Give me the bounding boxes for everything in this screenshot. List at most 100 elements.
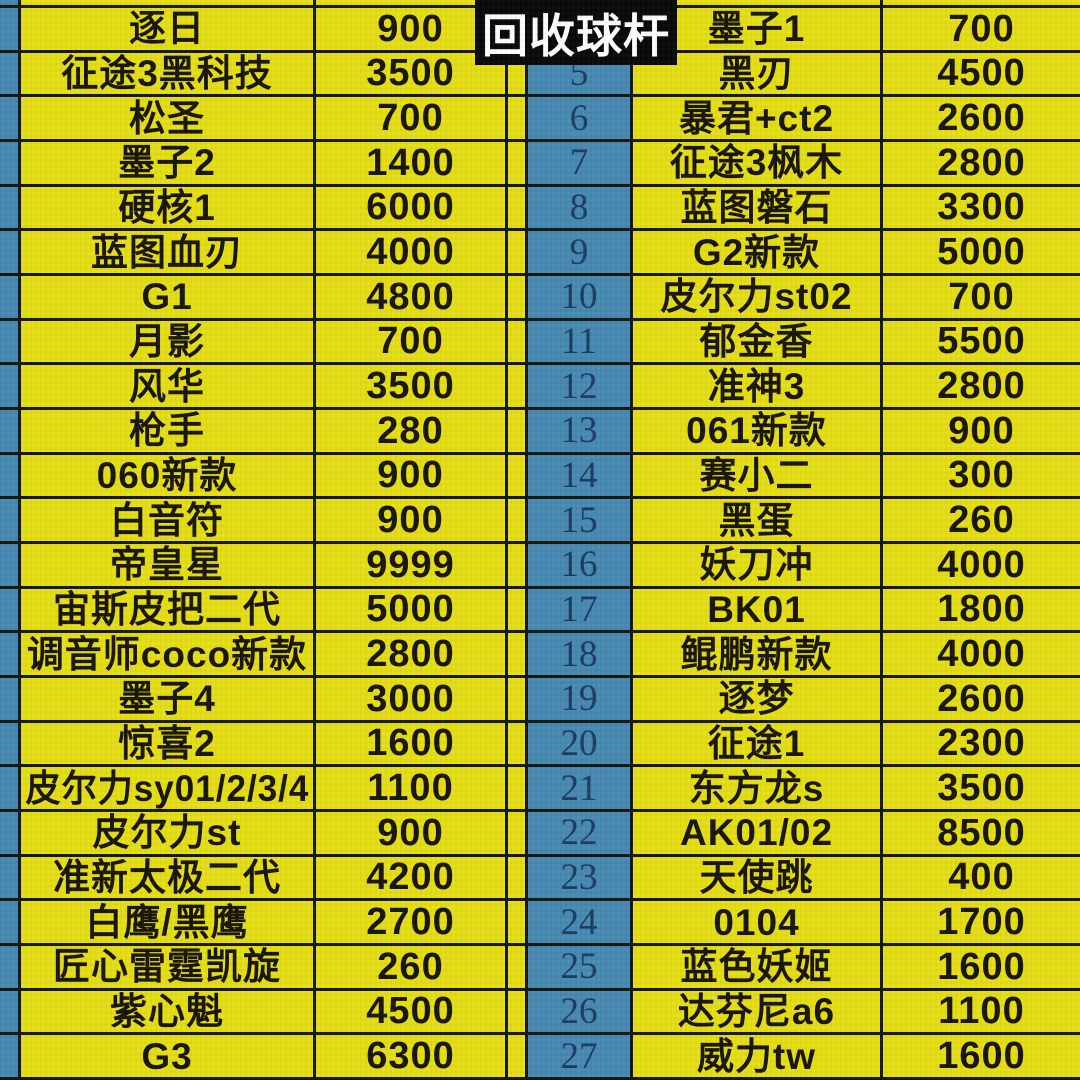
item-price-cell-right: 2800 bbox=[880, 142, 1080, 187]
item-name-cell-right: 蓝色妖姬 bbox=[630, 946, 880, 991]
item-price-cell-left: 700 bbox=[313, 320, 505, 366]
item-name-cell-right: AK01/02 bbox=[630, 812, 880, 857]
row-number-cell-text: 26 bbox=[560, 990, 598, 1032]
item-price-cell-left-text: 4200 bbox=[366, 856, 455, 899]
item-name-cell-left: 墨子4 bbox=[18, 678, 313, 723]
spacer-cell bbox=[505, 812, 525, 857]
item-price-cell-right-text: 5000 bbox=[937, 231, 1026, 274]
item-price-cell-right-text: 1800 bbox=[937, 588, 1026, 631]
item-price-cell-right: 300 bbox=[880, 454, 1080, 500]
item-price-cell-right-text: 900 bbox=[948, 410, 1015, 452]
item-name-cell-right-text: 赛小二 bbox=[699, 454, 814, 496]
row-number-cell: 20 bbox=[525, 722, 630, 768]
item-price-cell-right-text: 1100 bbox=[938, 990, 1025, 1033]
item-name-cell-left: 皮尔力st bbox=[18, 812, 313, 857]
item-name-cell-right: 天使跳 bbox=[630, 856, 880, 902]
item-price-cell-left: 3500 bbox=[313, 365, 505, 410]
item-name-cell-left-text: 月影 bbox=[129, 320, 205, 362]
item-price-cell-right: 4000 bbox=[880, 544, 1080, 589]
item-price-cell-right-text: 2300 bbox=[937, 722, 1026, 765]
item-price-cell-right: 900 bbox=[880, 410, 1080, 455]
row-number-cell: 25 bbox=[525, 946, 630, 991]
item-price-cell-left: 2700 bbox=[313, 901, 505, 946]
item-price-cell-left: 1100 bbox=[313, 767, 505, 812]
item-price-cell-left: 900 bbox=[313, 812, 505, 857]
item-price-cell-left: 3000 bbox=[313, 678, 505, 723]
left-edge-strip-cell bbox=[0, 410, 18, 455]
item-name-cell-right-text: 征途3枫木 bbox=[669, 142, 844, 184]
row-number-cell-text: 12 bbox=[560, 365, 598, 407]
item-price-cell-right: 2600 bbox=[880, 97, 1080, 142]
row-number-cell-text: 9 bbox=[569, 231, 589, 273]
left-edge-strip-cell bbox=[0, 767, 18, 812]
row-number-cell: 17 bbox=[525, 588, 630, 634]
item-price-cell-left: 6000 bbox=[313, 186, 505, 232]
item-name-cell-right-text: 逐梦 bbox=[718, 678, 795, 720]
item-name-cell-left: 墨子2 bbox=[18, 142, 313, 187]
item-name-cell-left-text: 皮尔力st bbox=[92, 812, 242, 854]
spacer-cell bbox=[505, 320, 525, 366]
item-name-cell-left: G3 bbox=[18, 1035, 313, 1080]
item-name-cell-right-text: 东方龙s bbox=[688, 767, 825, 809]
spacer-cell bbox=[505, 410, 525, 455]
item-price-cell-right: 1800 bbox=[880, 588, 1080, 634]
item-name-cell-right-text: 天使跳 bbox=[699, 856, 814, 898]
item-price-cell-left: 2800 bbox=[313, 633, 505, 678]
item-name-cell-right: 皮尔力st02 bbox=[630, 276, 880, 321]
row-number-cell: 24 bbox=[525, 901, 630, 946]
item-name-cell-right-text: 蓝色妖姬 bbox=[680, 946, 833, 988]
item-name-cell-left: 060新款 bbox=[18, 454, 313, 500]
item-name-cell-right: 黑蛋 bbox=[630, 499, 880, 544]
item-price-cell-left-text: 900 bbox=[377, 454, 444, 497]
item-price-cell-left: 260 bbox=[313, 946, 505, 991]
item-price-cell-left-text: 2800 bbox=[366, 633, 455, 676]
item-name-cell-left-text: 皮尔力sy01/2/3/4 bbox=[25, 767, 309, 809]
item-price-cell-left-text: 5000 bbox=[366, 588, 455, 631]
left-edge-strip-cell bbox=[0, 499, 18, 544]
item-name-cell-left: 白音符 bbox=[18, 499, 313, 544]
item-price-cell-left-text: 3000 bbox=[366, 678, 455, 720]
row-number-cell-text: 8 bbox=[569, 186, 589, 228]
item-name-cell-right: 征途1 bbox=[630, 722, 880, 768]
item-name-cell-left-text: 墨子2 bbox=[118, 142, 216, 184]
item-price-cell-left: 280 bbox=[313, 410, 505, 455]
row-number-cell-text: 22 bbox=[560, 812, 598, 854]
item-price-cell-left: 4800 bbox=[313, 276, 505, 321]
row-number-cell-text: 24 bbox=[560, 901, 598, 943]
item-price-cell-left-text: 900 bbox=[377, 8, 444, 50]
item-name-cell-left: G1 bbox=[18, 276, 313, 321]
item-price-cell-right-text: 2600 bbox=[937, 97, 1026, 140]
item-name-cell-left: 逐日 bbox=[18, 8, 313, 53]
left-edge-strip-cell bbox=[0, 722, 18, 768]
item-name-cell-left-text: 蓝图血刃 bbox=[91, 231, 243, 273]
item-name-cell-right: 达芬尼a6 bbox=[630, 990, 880, 1036]
item-name-cell-right: 东方龙s bbox=[630, 767, 880, 812]
item-name-cell-right-text: 征途1 bbox=[707, 722, 806, 764]
item-name-cell-right: 暴君+ct2 bbox=[630, 97, 880, 142]
row-number-cell: 15 bbox=[525, 499, 630, 544]
row-number-cell-text: 6 bbox=[569, 97, 589, 139]
spacer-cell bbox=[505, 990, 525, 1036]
item-price-cell-right-text: 2600 bbox=[937, 678, 1026, 720]
item-price-cell-left-text: 9999 bbox=[366, 544, 455, 586]
row-number-cell-text: 19 bbox=[560, 678, 598, 720]
item-name-cell-right: 妖刀冲 bbox=[630, 544, 880, 589]
spacer-cell bbox=[505, 633, 525, 678]
item-name-cell-right: 威力tw bbox=[630, 1035, 880, 1080]
item-price-cell-right-text: 2800 bbox=[937, 142, 1026, 184]
row-number-cell: 26 bbox=[525, 990, 630, 1036]
item-name-cell-left-text: 准新太极二代 bbox=[53, 856, 281, 898]
item-name-cell-left-text: 风华 bbox=[129, 365, 205, 407]
item-price-cell-left: 3500 bbox=[313, 52, 505, 98]
item-price-cell-left-text: 900 bbox=[377, 812, 444, 854]
item-name-cell-left: 惊喜2 bbox=[18, 722, 313, 768]
spacer-cell bbox=[505, 97, 525, 142]
item-name-cell-left: 准新太极二代 bbox=[18, 856, 313, 902]
item-price-cell-right-text: 1700 bbox=[937, 901, 1026, 944]
item-price-cell-right-text: 3300 bbox=[937, 186, 1026, 229]
item-name-cell-left-text: 调音师coco新款 bbox=[26, 633, 308, 675]
spacer-cell bbox=[505, 365, 525, 410]
spacer-cell bbox=[505, 856, 525, 902]
left-edge-strip-cell bbox=[0, 276, 18, 321]
left-edge-strip-cell bbox=[0, 97, 18, 142]
